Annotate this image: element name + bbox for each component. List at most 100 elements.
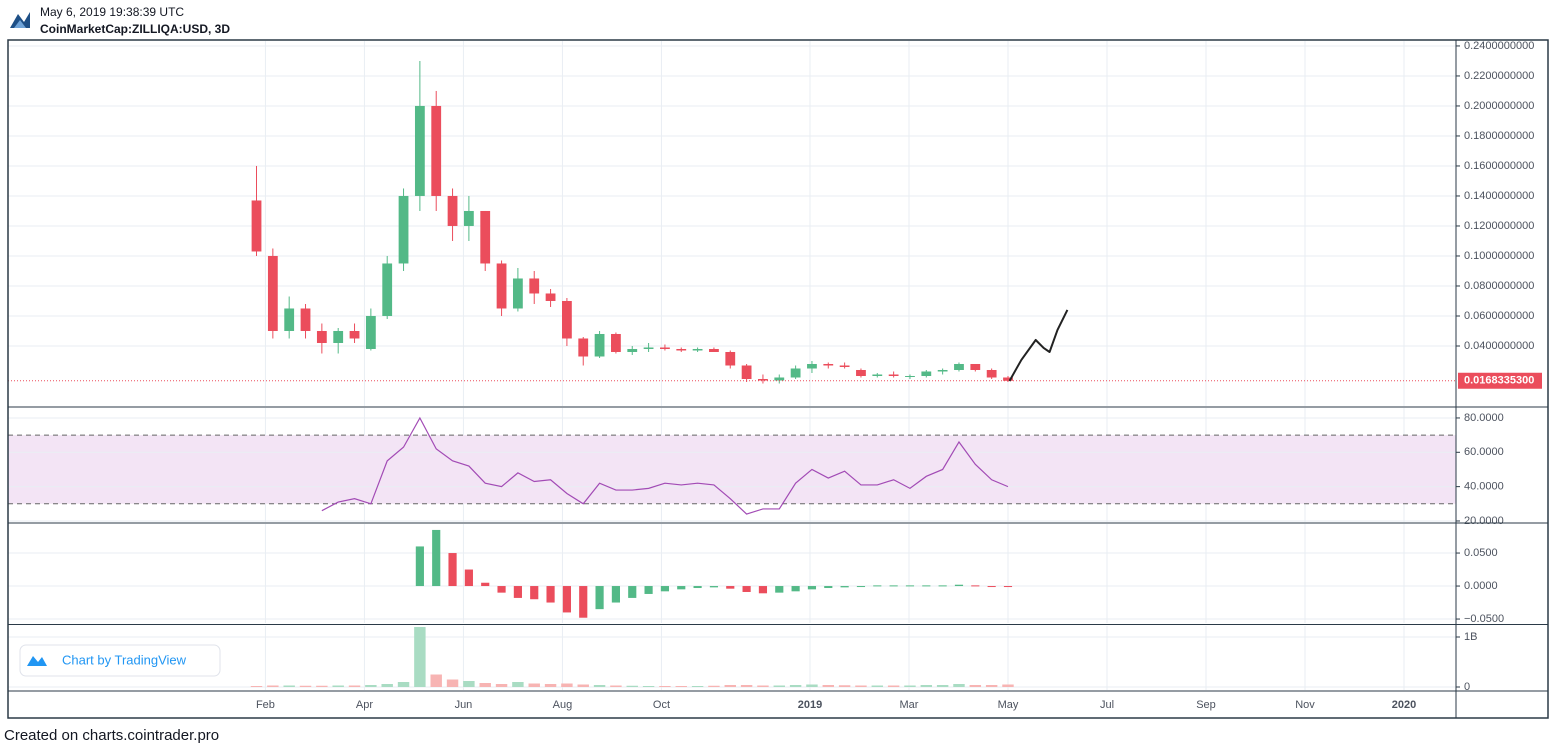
candle-body <box>954 363 964 370</box>
candle-body <box>431 105 442 196</box>
y-tick-label: 0.2200000000 <box>1464 70 1534 82</box>
volume-bar <box>283 685 295 687</box>
macd-bar <box>415 546 424 587</box>
volume-bar <box>577 684 589 687</box>
y-tick-label: 0.1800000000 <box>1464 130 1534 142</box>
badge-icon <box>27 656 47 666</box>
macd-bar <box>987 586 996 588</box>
candle-body <box>529 278 540 294</box>
volume-bar <box>332 685 344 687</box>
candle-body <box>382 263 393 316</box>
macd-bar <box>448 553 457 587</box>
macd-bar <box>481 582 490 587</box>
candle-body <box>414 105 425 196</box>
candle-body <box>562 300 572 339</box>
candle-body <box>823 363 834 366</box>
candle-body <box>905 375 915 377</box>
macd-bar <box>579 586 588 618</box>
y-tick-label: 0.1000000000 <box>1464 250 1534 262</box>
candle-body <box>284 308 295 331</box>
macd-bar <box>922 585 931 587</box>
y-tick-label: 0.2000000000 <box>1464 100 1534 112</box>
candle-body <box>594 333 605 357</box>
volume-bar <box>740 685 753 687</box>
x-tick-label: 2019 <box>798 699 822 711</box>
macd-bar <box>840 586 849 588</box>
volume-bar <box>757 685 769 687</box>
candle-body <box>758 378 768 381</box>
macd-bar <box>497 586 506 593</box>
macd-bar <box>807 586 817 590</box>
volume-bar <box>348 685 361 687</box>
candle-body <box>333 330 344 343</box>
volume-bar <box>838 685 851 687</box>
volume-bar <box>610 685 622 687</box>
candle-body <box>251 200 262 252</box>
x-tick-label: May <box>998 699 1019 711</box>
branding-badge[interactable]: Chart by TradingView <box>19 644 221 677</box>
y-tick-label: 0.0400000000 <box>1464 340 1534 352</box>
volume-bar <box>969 685 982 687</box>
x-tick-label: Oct <box>653 699 670 711</box>
volume-bar <box>463 681 475 687</box>
candle-body <box>986 369 997 378</box>
candle-body <box>365 315 376 349</box>
y-tick-label: 0.0500 <box>1464 547 1498 559</box>
candle-body <box>676 348 687 351</box>
chart-subtitle: CoinMarketCap:ZILLIQA:USD, 3D <box>40 22 230 36</box>
y-tick-label: 1B <box>1464 631 1477 643</box>
macd-bar <box>873 585 882 587</box>
macd-bar <box>889 585 898 587</box>
y-tick-label: 20.0000 <box>1464 515 1504 527</box>
macd-bar <box>546 586 555 603</box>
macd-bar <box>432 529 441 587</box>
candle-body <box>725 351 736 366</box>
branding-text[interactable]: Chart by TradingView <box>62 652 187 667</box>
candle-body <box>741 365 752 379</box>
macd-bar <box>464 569 473 587</box>
plot: Feb Apr Jun Aug Oct 2019 Mar May Jul Sep Nov 2020 0.… <box>8 40 1542 711</box>
candle-body <box>447 195 458 226</box>
candle-body <box>921 371 932 376</box>
candle-body <box>807 363 817 369</box>
candle-body <box>611 333 621 352</box>
macd-bar <box>905 585 915 587</box>
volume-bar <box>626 685 638 687</box>
y-tick-label: 0.0800000000 <box>1464 280 1534 292</box>
macd-bar <box>530 586 539 600</box>
y-tick-label: 0.1400000000 <box>1464 190 1534 202</box>
y-tick-label: 0.0600000000 <box>1464 310 1534 322</box>
volume-bar <box>920 685 933 687</box>
macd-bar <box>954 584 964 587</box>
macd-bar <box>726 586 735 589</box>
candle-body <box>496 263 507 309</box>
candle-body <box>545 293 556 301</box>
badge-box[interactable] <box>19 644 221 677</box>
candle-body <box>692 348 703 351</box>
volume-bar <box>495 684 508 687</box>
volume-bar <box>659 686 671 687</box>
volume-bar <box>887 685 900 687</box>
candle-body <box>398 195 409 264</box>
candle-body <box>643 347 654 349</box>
last-price-label: 0.0168335300 <box>1464 375 1534 387</box>
candle-body <box>774 377 785 381</box>
volume-bar <box>299 685 312 687</box>
volume-bar <box>985 685 998 687</box>
volume-bar <box>675 686 687 687</box>
volume-bar <box>267 685 279 687</box>
macd-bar <box>595 586 604 610</box>
candle-body <box>970 363 981 370</box>
macd-bar <box>611 586 620 603</box>
volume-bar <box>316 685 328 687</box>
volume-bar <box>822 685 835 687</box>
x-tick-label: Sep <box>1196 699 1216 711</box>
y-tick-label: 0.1600000000 <box>1464 160 1534 172</box>
y-tick-label: 0.0000 <box>1464 580 1498 592</box>
macd-bar <box>742 586 751 592</box>
macd-bar <box>938 585 947 587</box>
candle-body <box>463 210 474 226</box>
macd-bar <box>775 586 784 593</box>
macd-bar <box>791 586 800 592</box>
